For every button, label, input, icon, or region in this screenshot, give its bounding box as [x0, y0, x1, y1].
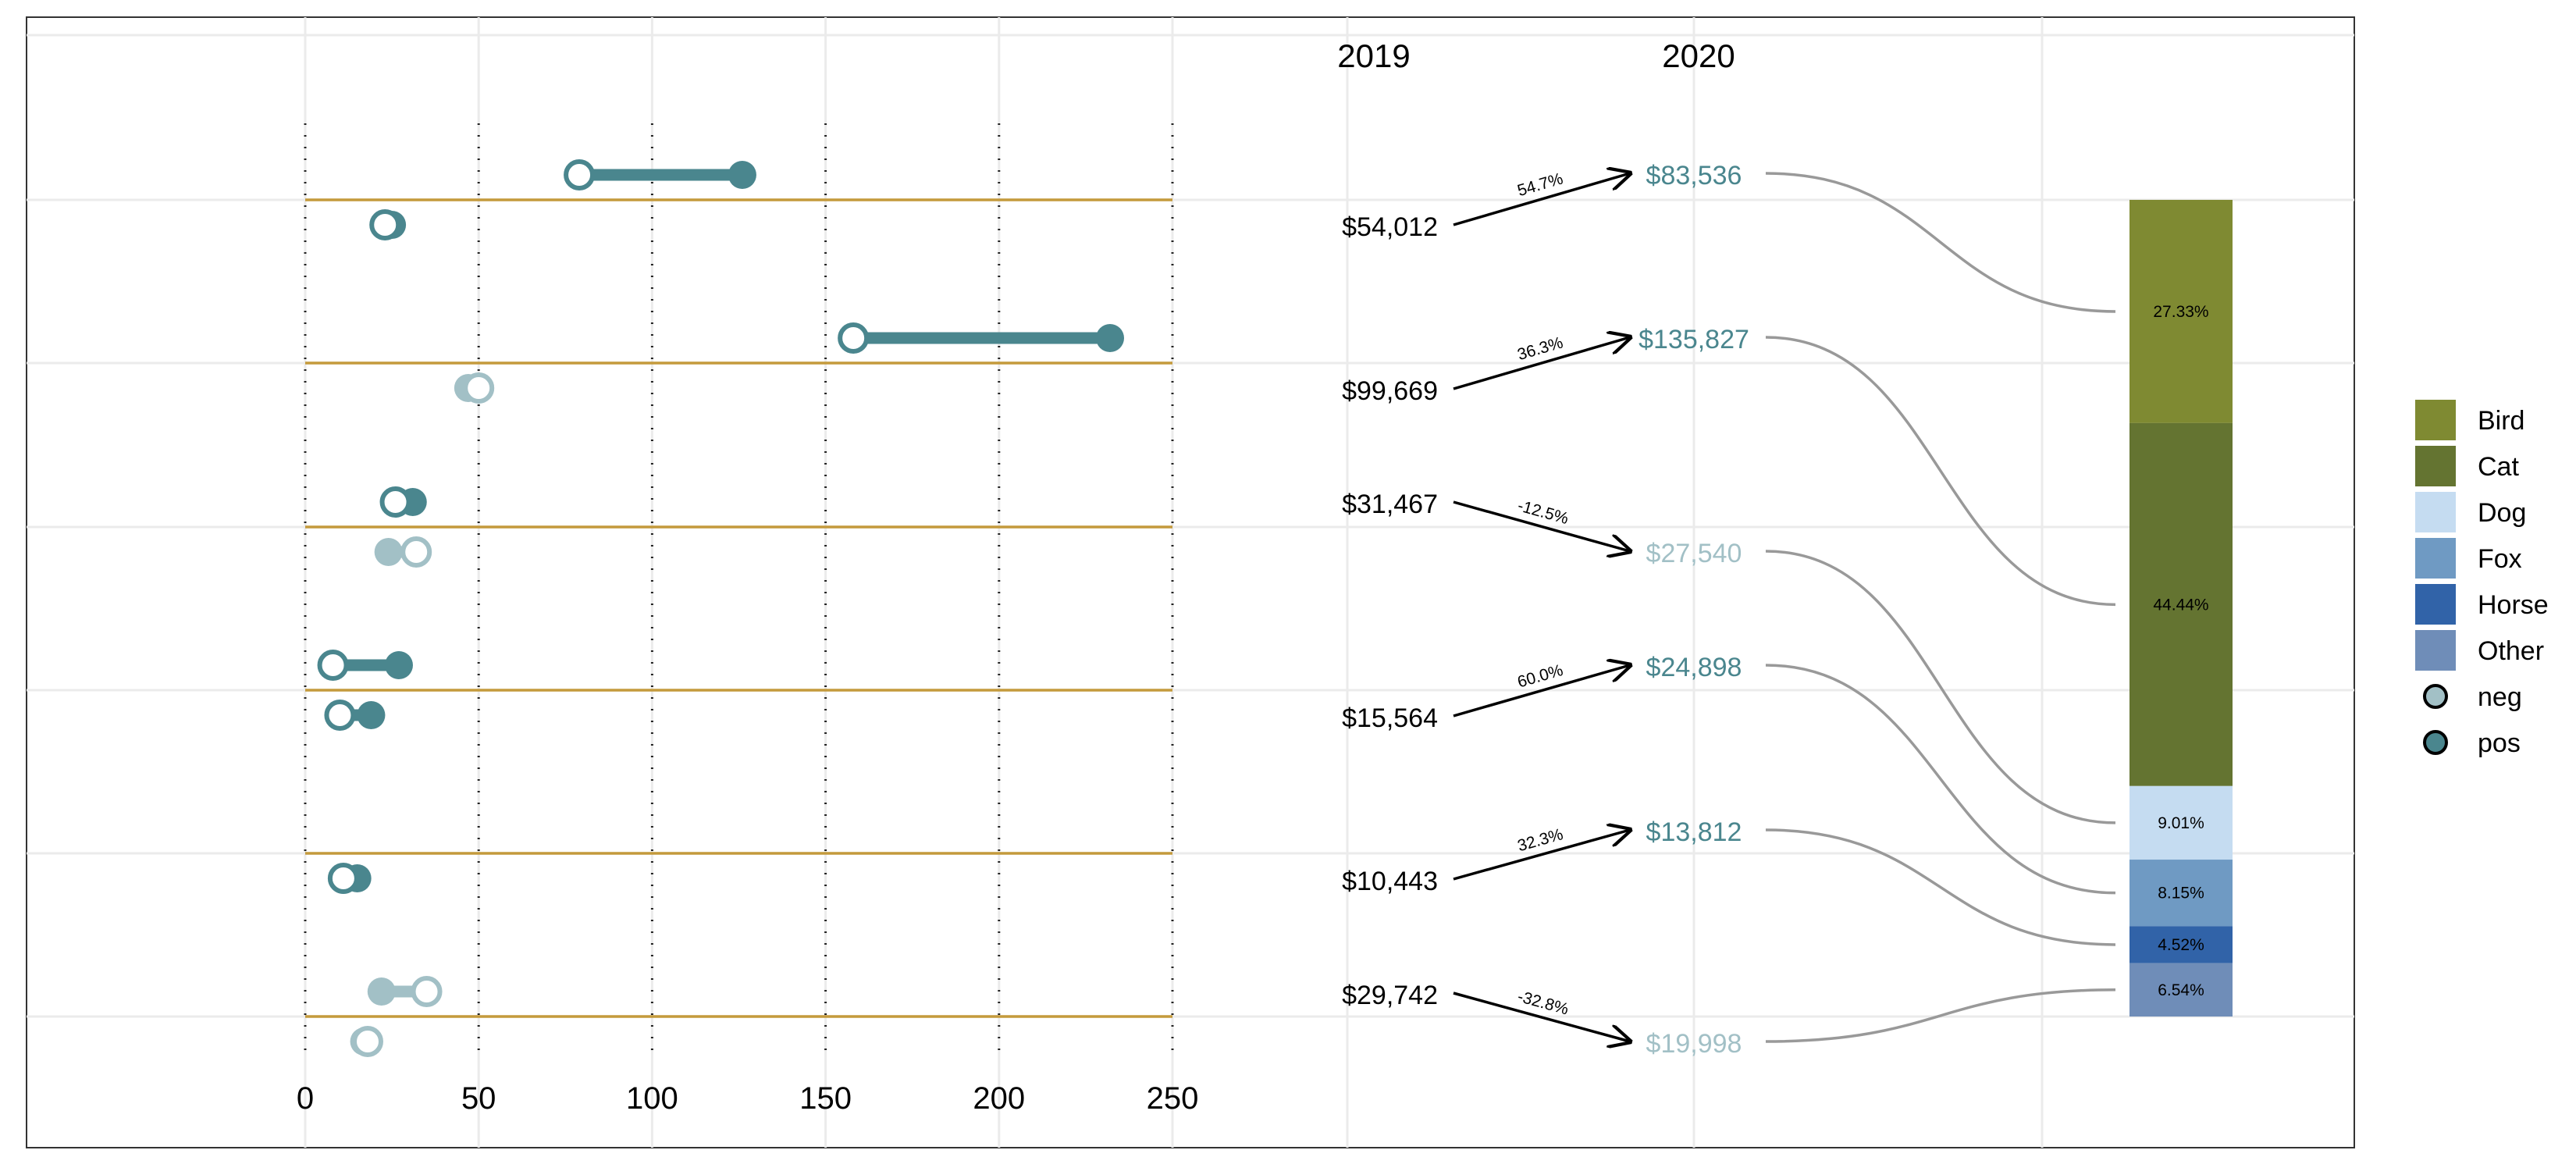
row-6-lower-to-point [351, 1026, 383, 1057]
row-1-upper-from-point [564, 159, 596, 190]
x-tick-label-250: 250 [1147, 1081, 1199, 1116]
bar-label-other: 6.54% [2158, 981, 2204, 999]
flow-line-row-1 [1765, 172, 2116, 313]
x-tick-label-0: 0 [297, 1081, 314, 1116]
row-1-upper-to-point [728, 161, 756, 189]
legend-key-other [2415, 630, 2456, 671]
flow-line-row-2 [1765, 336, 2116, 607]
bar-label-dog: 9.01% [2158, 814, 2204, 832]
change-arrow-row-6 [1453, 992, 1630, 1041]
legend-label-bird: Bird [2478, 406, 2524, 436]
row-4-upper-from-point [317, 650, 349, 681]
row-2-upper-from-point [838, 322, 870, 354]
x-tick-label-150: 150 [799, 1081, 852, 1116]
legend: Bird Cat Dog Fox Horse Other neg pos [2415, 400, 2549, 758]
bar-segment-dog [2129, 785, 2233, 860]
row-5-lower-from-point [327, 863, 359, 894]
row-3-lower-to-point [400, 536, 432, 568]
bar-segment-fox [2129, 860, 2233, 927]
legend-key-pos [2423, 730, 2448, 755]
bar-label-fox: 8.15% [2158, 885, 2204, 903]
legend-key-bird [2415, 400, 2456, 440]
x-tick-label-50: 50 [461, 1081, 496, 1116]
change-arrow-row-1 [1453, 173, 1630, 226]
row-6-upper-from-point [367, 977, 396, 1006]
legend-label-pos: pos [2478, 728, 2521, 758]
change-arrow-row-5 [1453, 830, 1630, 881]
value-2019-row-5: $10,443 [1342, 867, 1438, 896]
change-arrow-row-4 [1453, 665, 1630, 717]
row-6-upper-to-point [411, 976, 443, 1007]
flow-line-row-4 [1765, 664, 2116, 895]
row-3-upper-from-point [379, 486, 411, 518]
value-2019-row-2: $99,669 [1342, 376, 1438, 406]
row-1-lower-from-point [369, 209, 401, 240]
legend-label-horse: Horse [2478, 590, 2549, 620]
bar-segment-cat [2129, 422, 2233, 786]
legend-label-cat: Cat [2478, 452, 2519, 482]
legend-key-cat [2415, 446, 2456, 486]
change-arrow-row-2 [1453, 337, 1630, 390]
bar-label-horse: 4.52% [2158, 936, 2204, 954]
row-4-lower-to-point [357, 701, 386, 729]
legend-key-dog [2415, 492, 2456, 532]
year-label-2019: 2019 [1337, 37, 1410, 74]
row-2-upper-to-point [1096, 324, 1125, 352]
plot-panel [26, 16, 2355, 1148]
value-2020-row-5: $13,812 [1646, 817, 1742, 847]
x-tick-label-100: 100 [626, 1081, 678, 1116]
legend-key-neg [2423, 684, 2448, 709]
row-2-lower-to-point [463, 372, 495, 404]
dumbbell-layer [304, 123, 1174, 1057]
x-axis: 0 50 100 150 200 250 [297, 1081, 1199, 1116]
value-2020-row-4: $24,898 [1646, 653, 1742, 682]
value-2019-row-6: $29,742 [1342, 981, 1438, 1010]
legend-label-neg: neg [2478, 682, 2522, 712]
bar-segment-horse [2129, 926, 2233, 963]
legend-key-fox [2415, 538, 2456, 579]
legend-label-fox: Fox [2478, 544, 2522, 574]
flow-line-row-6 [1765, 988, 2116, 1043]
row-4-lower-from-point [324, 700, 356, 731]
flow-line-row-3 [1765, 550, 2116, 824]
value-2020-row-1: $83,536 [1646, 161, 1742, 190]
x-tick-label-200: 200 [973, 1081, 1025, 1116]
value-2019-row-1: $54,012 [1342, 212, 1438, 242]
change-arrow-row-3 [1453, 500, 1630, 551]
value-2020-row-3: $27,540 [1646, 539, 1742, 568]
bar-label-bird: 27.33% [2153, 303, 2208, 321]
value-labels-layer: 2019 2020$54,012$83,53654.7%$99,669$135,8… [1337, 37, 1749, 1059]
flow-lines-layer [1765, 172, 2116, 1043]
legend-label-other: Other [2478, 636, 2544, 666]
year-label-2020: 2020 [1662, 37, 1735, 74]
value-2019-row-4: $15,564 [1342, 703, 1438, 733]
bar-segment-bird [2129, 200, 2233, 423]
stacked-bar: 27.33% 44.44% 9.01% 8.15% 4.52% 6.54% [2129, 200, 2233, 1017]
flow-line-row-5 [1765, 828, 2116, 946]
value-2019-row-3: $31,467 [1342, 490, 1438, 519]
panel-border [26, 16, 2355, 1148]
legend-key-horse [2415, 584, 2456, 625]
value-2020-row-6: $19,998 [1646, 1029, 1742, 1059]
legend-label-dog: Dog [2478, 498, 2526, 528]
row-4-upper-to-point [384, 651, 413, 679]
bar-label-cat: 44.44% [2153, 596, 2208, 614]
value-2020-row-2: $135,827 [1638, 325, 1749, 354]
row-3-lower-from-point [374, 538, 403, 566]
bar-segment-other [2129, 963, 2233, 1017]
